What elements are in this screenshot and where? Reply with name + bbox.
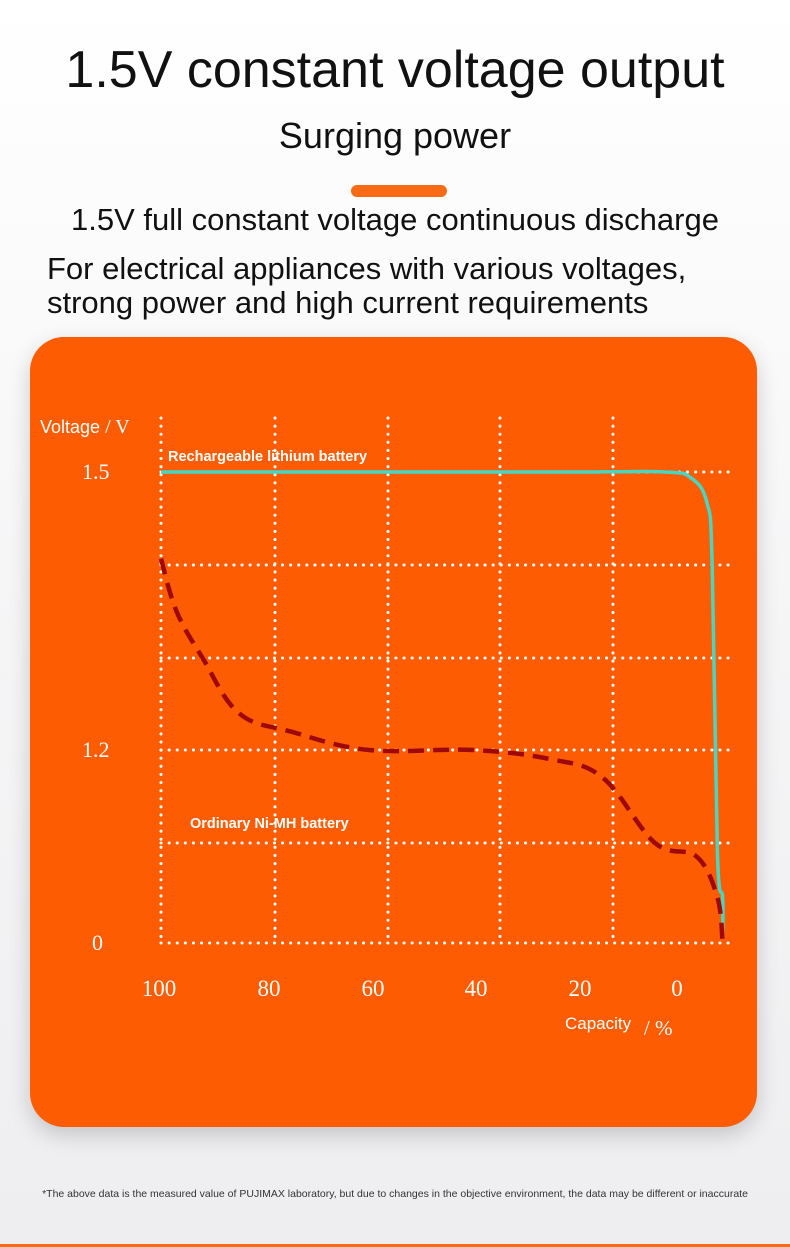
bottom-accent-strip [0, 1244, 790, 1247]
chart-card [30, 337, 757, 1127]
series-layer [158, 469, 725, 944]
description-line-2: strong power and high current requiremen… [47, 285, 649, 320]
x-tick-label: 100 [142, 976, 177, 1001]
y-tick-label: 1.5 [82, 459, 110, 484]
x-axis-label: Capacity [565, 1014, 636, 1033]
y-axis-label: Voltage [40, 417, 105, 437]
page-title: 1.5V constant voltage output [65, 41, 725, 99]
grid-layer [159, 416, 732, 945]
y-tick-label: 1.2 [82, 737, 110, 762]
page-subtitle: Surging power [278, 115, 512, 156]
y-axis-unit: / V [105, 416, 130, 438]
y-axis-title: Voltage / V [40, 416, 130, 438]
x-axis-unit: / % [644, 1016, 673, 1040]
feature-line: 1.5V full constant voltage continuous di… [71, 202, 719, 237]
lithium-series-label: Rechargeable lithium battery [168, 449, 367, 465]
x-tick-label: 40 [465, 976, 488, 1001]
description-line-1: For electrical appliances with various v… [47, 251, 687, 286]
footnote: *The above data is the measured value of… [42, 1188, 748, 1200]
accent-divider [351, 185, 447, 197]
x-axis-title: Capacity / % [565, 1014, 672, 1040]
y-tick-label: 0 [92, 930, 103, 955]
lithium-battery-line [161, 469, 725, 936]
x-tick-label: 80 [258, 976, 281, 1001]
x-tick-label: 20 [569, 976, 592, 1001]
nimh-battery-line [158, 558, 725, 944]
x-tick-label: 60 [362, 976, 385, 1001]
nimh-series-label: Ordinary Ni-MH battery [190, 816, 349, 832]
feature-description: For electrical appliances with various v… [47, 252, 777, 320]
label-layer: Rechargeable lithium battery Ordinary Ni-… [40, 416, 683, 1040]
x-tick-label: 0 [671, 976, 683, 1001]
